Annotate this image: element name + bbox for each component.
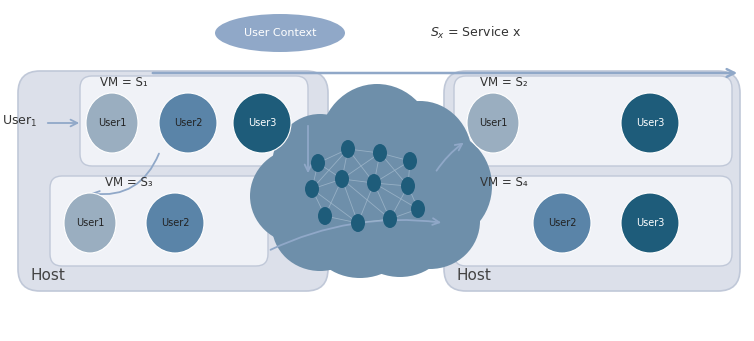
FancyBboxPatch shape bbox=[454, 176, 732, 266]
Text: VM = S₄: VM = S₄ bbox=[480, 176, 528, 189]
Text: User2: User2 bbox=[173, 118, 202, 128]
FancyBboxPatch shape bbox=[50, 176, 268, 266]
Ellipse shape bbox=[368, 101, 472, 211]
Ellipse shape bbox=[467, 93, 519, 153]
Text: User1: User1 bbox=[76, 218, 104, 228]
Ellipse shape bbox=[388, 131, 492, 241]
Text: User2: User2 bbox=[161, 218, 189, 228]
Ellipse shape bbox=[272, 181, 368, 271]
Ellipse shape bbox=[311, 154, 325, 172]
Text: User1: User1 bbox=[479, 118, 507, 128]
Ellipse shape bbox=[335, 170, 349, 188]
Text: User3: User3 bbox=[636, 118, 664, 128]
Text: Host: Host bbox=[30, 268, 65, 283]
Text: User2: User2 bbox=[547, 218, 576, 228]
Ellipse shape bbox=[233, 93, 291, 153]
Ellipse shape bbox=[351, 214, 365, 232]
Ellipse shape bbox=[64, 193, 116, 253]
Text: Host: Host bbox=[456, 268, 491, 283]
Text: User Context: User Context bbox=[244, 28, 316, 38]
Ellipse shape bbox=[341, 140, 355, 158]
Ellipse shape bbox=[146, 193, 204, 253]
Ellipse shape bbox=[403, 152, 417, 170]
FancyBboxPatch shape bbox=[444, 71, 740, 291]
Text: VM = S₃: VM = S₃ bbox=[105, 176, 152, 189]
Ellipse shape bbox=[411, 200, 425, 218]
Ellipse shape bbox=[86, 93, 138, 153]
Ellipse shape bbox=[367, 174, 381, 192]
Ellipse shape bbox=[621, 193, 679, 253]
Ellipse shape bbox=[373, 144, 387, 162]
Ellipse shape bbox=[350, 189, 450, 277]
Ellipse shape bbox=[383, 210, 397, 228]
Text: User3: User3 bbox=[636, 218, 664, 228]
Text: User3: User3 bbox=[248, 118, 276, 128]
Ellipse shape bbox=[325, 88, 435, 204]
FancyBboxPatch shape bbox=[80, 76, 308, 166]
Text: User$_1$: User$_1$ bbox=[2, 114, 38, 129]
Ellipse shape bbox=[533, 193, 591, 253]
FancyBboxPatch shape bbox=[454, 76, 732, 166]
Text: User1: User1 bbox=[98, 118, 126, 128]
Ellipse shape bbox=[272, 114, 368, 218]
Ellipse shape bbox=[250, 148, 350, 244]
Ellipse shape bbox=[621, 93, 679, 153]
Ellipse shape bbox=[300, 106, 420, 236]
Text: VM = S₂: VM = S₂ bbox=[480, 76, 528, 89]
Text: $S_x$ = Service x: $S_x$ = Service x bbox=[430, 25, 521, 41]
FancyBboxPatch shape bbox=[18, 71, 328, 291]
Ellipse shape bbox=[380, 173, 480, 269]
Ellipse shape bbox=[215, 14, 345, 52]
Ellipse shape bbox=[310, 194, 410, 278]
Text: VM = S₁: VM = S₁ bbox=[100, 76, 148, 89]
Ellipse shape bbox=[318, 207, 332, 225]
Ellipse shape bbox=[159, 93, 217, 153]
Ellipse shape bbox=[319, 84, 435, 208]
Ellipse shape bbox=[401, 177, 415, 195]
Ellipse shape bbox=[305, 180, 319, 198]
